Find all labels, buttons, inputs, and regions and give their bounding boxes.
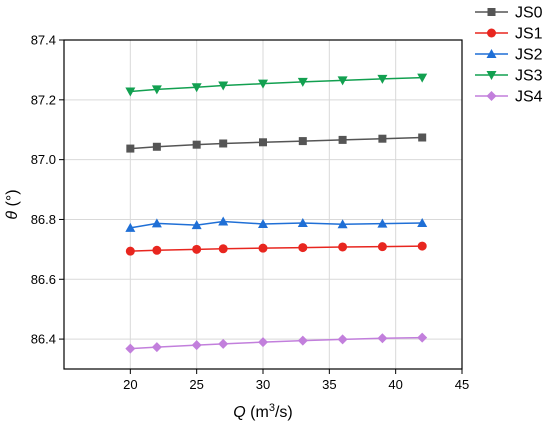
data-point-js4 [337,334,348,345]
x-axis-unit-superscript: 3 [269,402,275,414]
data-point-js2 [258,218,268,228]
x-tick-label: 25 [189,377,203,392]
data-point-js1 [338,242,348,252]
data-point-js4 [297,335,308,346]
legend-marker-js1 [487,28,496,38]
data-point-js0 [219,139,228,148]
x-tick-label: 35 [322,377,336,392]
data-point-js2 [337,219,348,229]
series-js4 [125,332,428,354]
y-tick-label: 86.6 [31,272,56,287]
legend: JS0 JS1 JS2 JS3 JS4 [475,5,543,106]
y-axis-unit: (°) [4,189,21,211]
legend-label-js2: JS2 [515,47,543,64]
data-point-js1 [218,244,228,254]
data-point-js1 [192,244,202,254]
x-axis-unit-prefix: (m [246,404,269,421]
legend-marker-js3 [486,71,497,80]
data-point-js3 [417,73,428,83]
data-point-js0 [418,133,427,142]
series-line-js3 [130,76,423,93]
legend-label-js1: JS1 [515,26,543,43]
y-tick-label: 87.0 [31,152,56,167]
data-point-js2 [125,222,136,232]
y-tick-label: 87.2 [31,92,56,107]
data-point-js0 [192,140,201,149]
data-point-js1 [298,243,308,253]
data-point-js2 [377,218,388,228]
data-point-js0 [298,137,307,146]
data-point-js4 [377,333,388,344]
series-js2 [125,216,428,232]
legend-label-js0: JS0 [515,5,543,22]
y-axis-title: θ (°) [4,189,21,219]
data-point-js1 [125,246,135,256]
x-tick-label: 45 [455,377,469,392]
data-point-js0 [152,142,161,151]
legend-item-js4: JS4 [475,89,543,106]
data-point-js3 [151,85,162,95]
data-point-js2 [417,218,428,228]
x-tick-label: 20 [123,377,137,392]
legend-item-js2: JS2 [475,47,543,64]
data-point-js4 [218,338,229,349]
axes: 20 25 30 35 40 45 86.4 86.6 86.8 87.0 87.2 87.4 [31,33,470,393]
series-js3 [125,73,428,97]
data-point-js0 [338,135,347,144]
series-js1 [125,241,427,256]
data-point-js4 [151,342,162,353]
data-point-js3 [218,81,229,91]
data-point-js0 [126,144,135,153]
legend-marker-js4 [486,91,497,101]
data-point-js3 [297,77,308,87]
data-point-js1 [258,243,268,253]
legend-label-js4: JS4 [515,89,543,106]
data-point-js4 [191,340,202,351]
data-point-js0 [259,138,267,147]
data-point-js4 [258,337,268,348]
data-point-js1 [377,242,387,252]
data-point-js3 [337,76,348,86]
data-point-js3 [377,74,388,84]
data-point-js0 [378,134,387,143]
legend-marker-js0 [487,8,496,16]
x-axis-variable: Q [233,404,245,421]
legend-label-js3: JS3 [515,68,543,85]
data-point-js4 [417,332,428,343]
data-point-js3 [125,87,136,97]
data-point-js4 [125,343,136,354]
series-js0 [126,133,427,153]
data-point-js2 [151,218,162,228]
data-point-js3 [191,83,202,93]
data-point-js2 [191,220,202,230]
x-tick-label: 40 [388,377,402,392]
data-point-js1 [417,241,427,251]
legend-item-js3: JS3 [475,68,543,85]
data-point-js1 [152,245,162,255]
y-tick-label: 86.8 [31,212,56,227]
series-layer [125,73,428,354]
y-tick-label: 87.4 [31,33,56,48]
data-point-js3 [258,79,268,89]
grid-lines [64,39,463,369]
legend-item-js1: JS1 [475,26,543,43]
data-point-js2 [218,216,229,226]
x-axis-title: Q (m3/s) [233,402,292,421]
legend-item-js0: JS0 [475,5,543,22]
y-axis-variable: θ [4,211,21,220]
x-axis-unit-suffix: /s) [275,404,293,421]
legend-marker-js2 [486,49,497,58]
data-point-js2 [297,218,308,228]
y-tick-label: 86.4 [31,332,56,347]
x-tick-label: 30 [256,377,270,392]
